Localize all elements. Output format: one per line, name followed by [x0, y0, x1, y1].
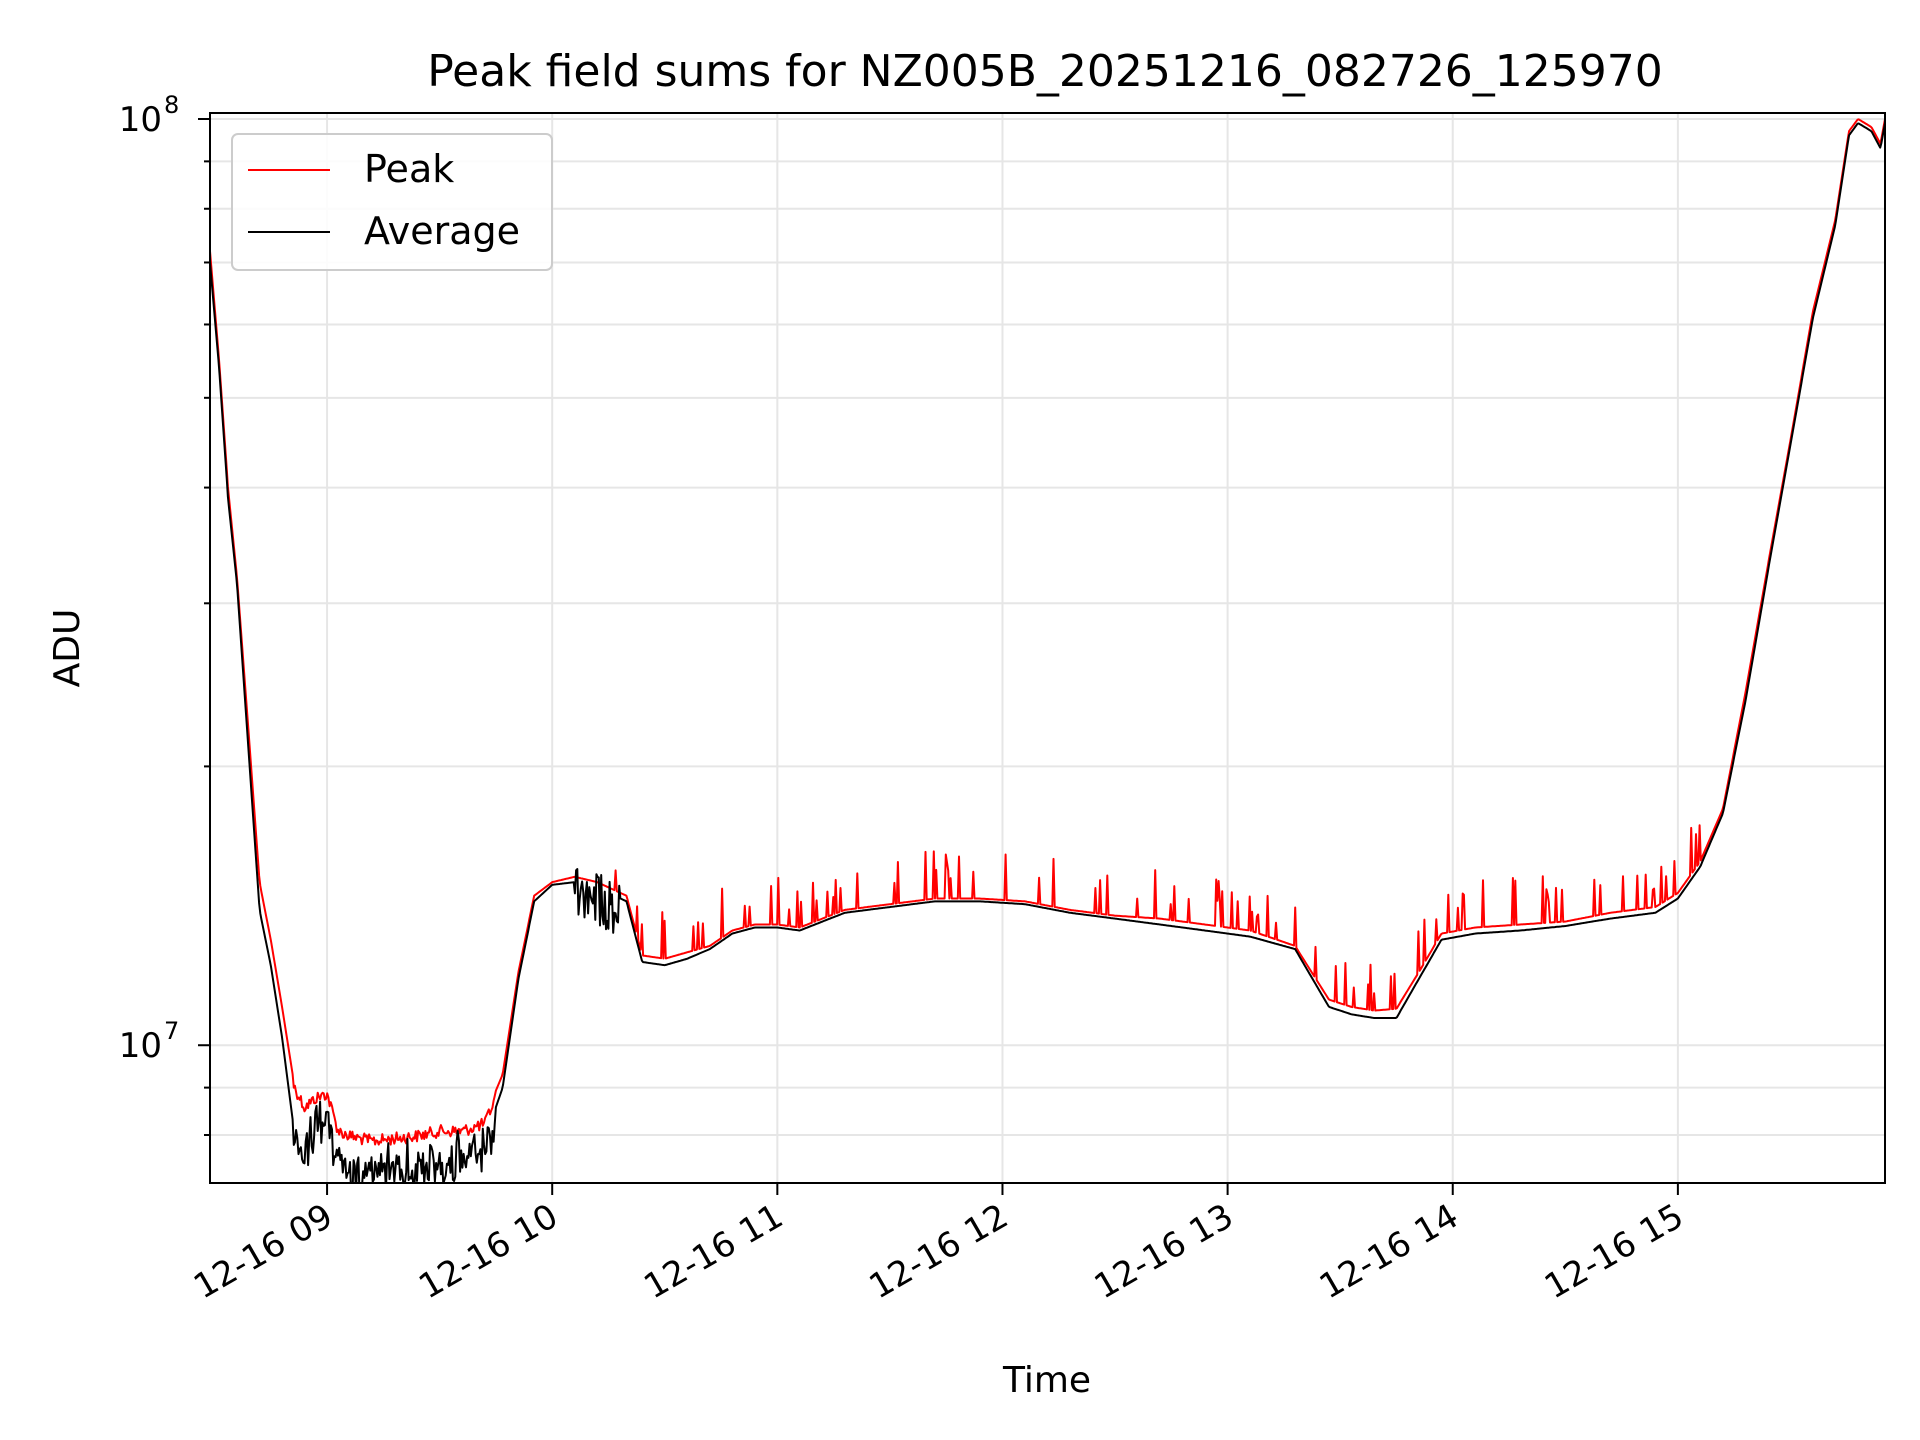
y-tick-exponent: 8: [164, 91, 179, 119]
legend: Peak Average: [231, 133, 553, 271]
y-tick-label: 10: [119, 1026, 162, 1066]
y-axis-label: ADU: [47, 609, 88, 688]
x-axis-label: Time: [1002, 1360, 1091, 1401]
chart-title: Peak field sums for NZ005B_20251216_0827…: [427, 46, 1663, 97]
y-tick-label: 10: [119, 100, 162, 140]
legend-peak-label: Peak: [364, 147, 454, 191]
plot-area-frame: [209, 112, 1886, 1184]
series-layer: [210, 118, 1885, 1183]
series-line-average: [210, 122, 1885, 1183]
y-tick-exponent: 7: [164, 1017, 179, 1045]
series-line-peak: [210, 118, 1885, 1146]
legend-box: [231, 133, 553, 271]
legend-average-label: Average: [364, 209, 520, 253]
